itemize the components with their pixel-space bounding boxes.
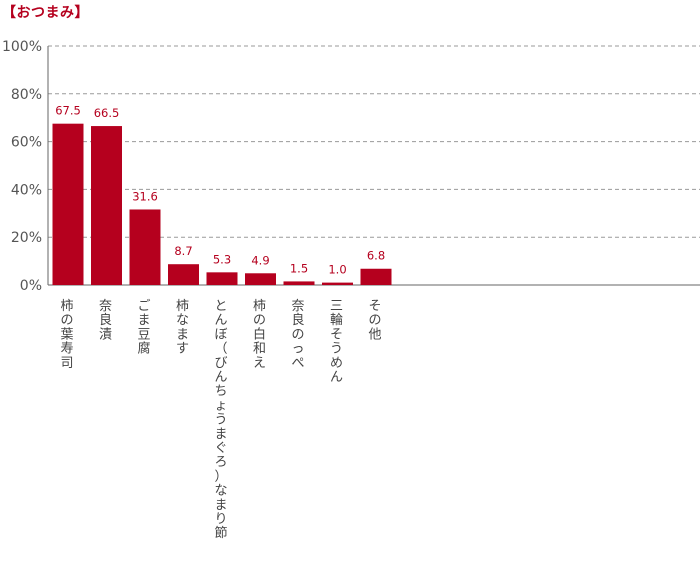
category-label: とんぼ（びんちょうまぐろ）なまり節: [214, 299, 227, 541]
bar: [283, 281, 315, 285]
bar: [245, 273, 276, 285]
y-tick-label: 20%: [11, 230, 42, 246]
category-label: 柿なます: [176, 298, 189, 357]
category-label: その他: [368, 299, 381, 342]
category-label: 三輪そうめん: [330, 299, 343, 385]
data-label: 1.0: [328, 263, 346, 277]
labels: 67.5 柿の葉寿司 66.5 奈良漬 31.6 ごま豆腐 8.7 柿なます 5.3 とんぼ（びん…: [55, 104, 385, 542]
chart-title: 【おつまみ】: [2, 5, 89, 21]
data-label: 66.5: [94, 106, 120, 120]
y-tick-label: 0%: [20, 278, 42, 294]
data-label: 67.5: [55, 104, 81, 118]
y-tick-label: 40%: [11, 182, 42, 198]
bar: [52, 123, 84, 285]
data-label: 31.6: [132, 189, 158, 203]
category-label: 柿の白和え: [253, 298, 266, 371]
bar: [206, 272, 238, 285]
category-label: 柿の葉寿司: [60, 298, 73, 371]
bar: [129, 209, 161, 285]
data-label: 5.3: [213, 252, 231, 266]
grid-lines: [48, 45, 700, 238]
data-label: 6.8: [367, 249, 385, 263]
y-tick-label: 80%: [11, 87, 42, 103]
y-tick-label: 100%: [2, 39, 42, 55]
bar: [168, 264, 199, 285]
bar: [91, 126, 122, 285]
bars: [52, 123, 392, 285]
data-label: 1.5: [290, 261, 308, 275]
category-label: 奈良のっぺ: [291, 299, 304, 371]
bar: [360, 268, 392, 285]
category-label: ごま豆腐: [137, 298, 150, 357]
data-label: 8.7: [174, 244, 192, 258]
data-label: 4.9: [251, 253, 269, 267]
category-label: 奈良漬: [99, 299, 112, 342]
y-tick-label: 60%: [11, 135, 42, 151]
bar: [322, 282, 353, 285]
